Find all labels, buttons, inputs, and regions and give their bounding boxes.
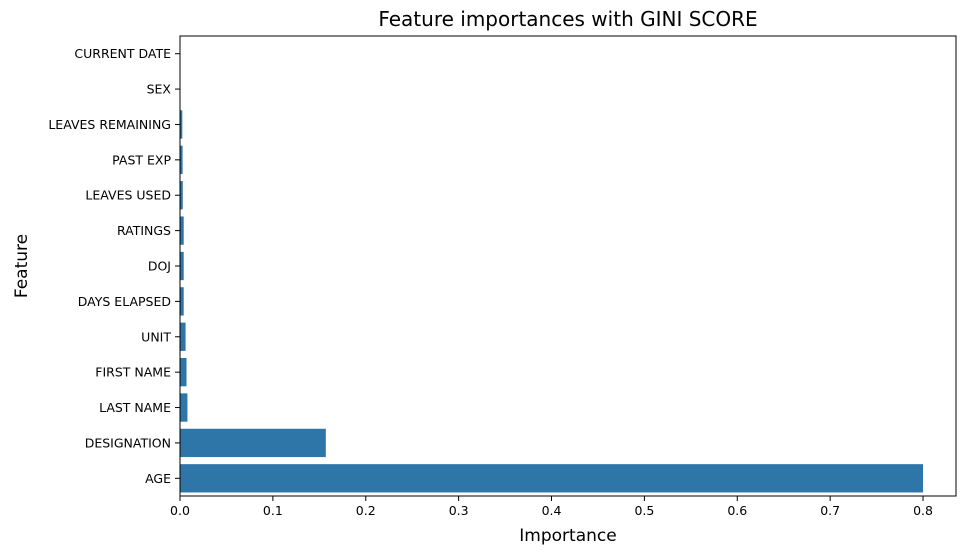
y-tick-label: DESIGNATION xyxy=(85,435,171,450)
x-tick-label: 0.5 xyxy=(634,503,654,518)
bar-unit xyxy=(180,322,186,351)
y-tick-label: SEX xyxy=(147,82,172,97)
y-tick-label: LEAVES REMAINING xyxy=(48,117,171,132)
y-tick-label: AGE xyxy=(145,471,171,486)
plot-frame xyxy=(179,35,957,497)
x-tick-label: 0.2 xyxy=(356,503,376,518)
bar-leaves-used xyxy=(180,181,183,210)
y-tick-label: DAYS ELAPSED xyxy=(78,294,171,309)
bar-leaves-remaining xyxy=(180,110,183,139)
x-tick-label: 0.7 xyxy=(820,503,840,518)
bar-first-name xyxy=(180,358,187,387)
bar-past-exp xyxy=(180,145,183,174)
x-tick-label: 0.6 xyxy=(727,503,747,518)
y-axis-ticks: CURRENT DATE SEX LEAVES REMAINING PAST EXP L… xyxy=(48,46,180,486)
y-tick-label: DOJ xyxy=(148,259,171,274)
y-tick-label: FIRST NAME xyxy=(95,365,171,380)
x-tick-label: 0.4 xyxy=(542,503,562,518)
x-axis-ticks: 0.0 0.1 0.2 0.3 0.4 0.5 0.6 0.7 0.8 xyxy=(170,496,933,518)
bar-designation xyxy=(180,428,326,458)
bar-last-name xyxy=(180,393,188,422)
chart-title: Feature importances with GINI SCORE xyxy=(378,7,757,31)
y-tick-label: UNIT xyxy=(141,329,171,344)
bar-doj xyxy=(180,251,184,281)
x-tick-label: 0.3 xyxy=(449,503,469,518)
x-tick-label: 0.1 xyxy=(263,503,283,518)
bars-group xyxy=(180,74,924,493)
x-tick-label: 0.0 xyxy=(170,503,190,518)
bar-ratings xyxy=(180,216,184,245)
y-tick-label: CURRENT DATE xyxy=(74,46,171,61)
x-axis-label: Importance xyxy=(519,526,616,546)
y-tick-label: PAST EXP xyxy=(112,152,171,167)
y-tick-label: RATINGS xyxy=(117,223,171,238)
y-axis-label: Feature xyxy=(12,234,32,298)
y-tick-label: LEAVES USED xyxy=(85,188,171,203)
bar-days-elapsed xyxy=(180,287,184,316)
x-tick-label: 0.8 xyxy=(913,503,933,518)
bar-age xyxy=(180,464,924,493)
y-tick-label: LAST NAME xyxy=(99,400,171,415)
